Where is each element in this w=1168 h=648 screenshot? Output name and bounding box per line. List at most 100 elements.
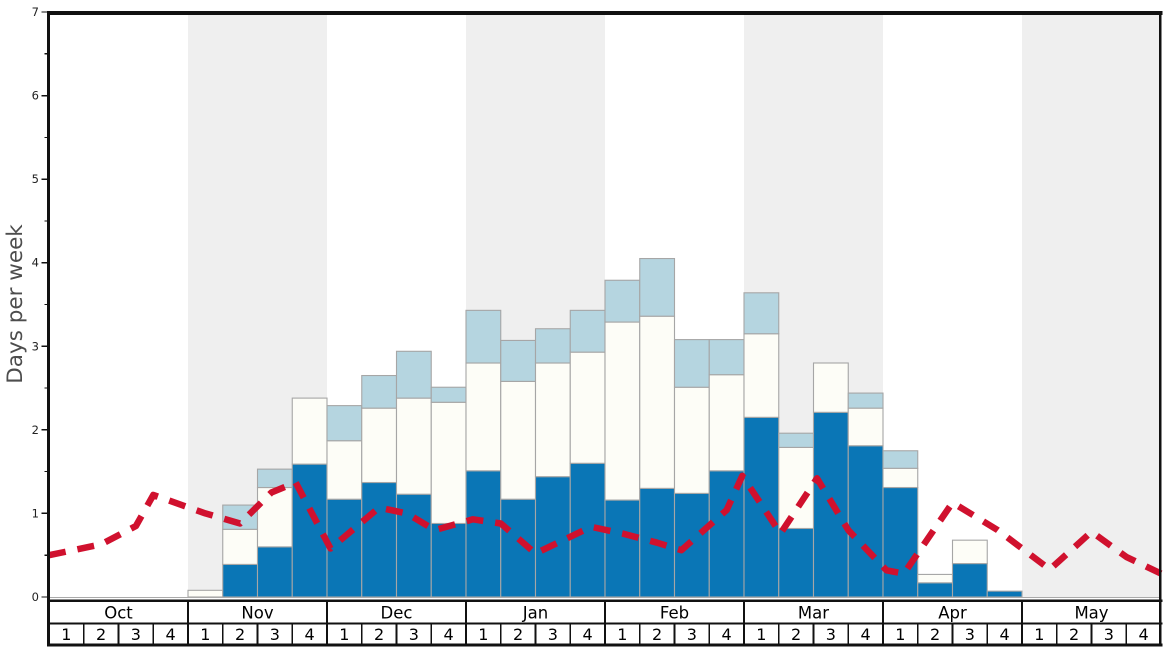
bar-jan-w4-white-segment xyxy=(569,351,606,464)
bar-dec-w4-white-segment xyxy=(430,401,467,525)
bar-jan-w1-white-segment xyxy=(465,362,502,472)
bar-apr-w2-white-segment xyxy=(917,573,954,584)
week-label-dec-4: 4 xyxy=(444,625,454,644)
bar-feb-w3-white-segment xyxy=(673,386,710,494)
bar-jan-w4-lightblue-segment xyxy=(569,309,606,353)
bar-dec-w1-darkblue-segment xyxy=(326,498,363,598)
bar-mar-w3-white-segment xyxy=(812,362,849,413)
bar-jan-w2-lightblue-segment xyxy=(500,339,537,382)
y-tick-label-1: 1 xyxy=(32,506,39,520)
week-label-oct-3: 3 xyxy=(131,625,141,644)
week-label-mar-4: 4 xyxy=(861,625,871,644)
week-label-oct-2: 2 xyxy=(96,625,106,644)
month-label-apr: Apr xyxy=(938,604,967,623)
week-label-may-2: 2 xyxy=(1069,625,1079,644)
bar-nov-w1-white-segment xyxy=(187,589,224,598)
y-tick-label-3: 3 xyxy=(32,339,39,353)
week-label-may-4: 4 xyxy=(1139,625,1149,644)
bar-nov-w3-darkblue-segment xyxy=(256,546,293,598)
month-label-oct: Oct xyxy=(104,604,133,623)
month-background-bands xyxy=(188,14,1161,597)
bar-dec-w1-white-segment xyxy=(326,440,363,500)
bar-nov-w2-darkblue-segment xyxy=(222,563,259,598)
week-label-oct-1: 1 xyxy=(61,625,71,644)
bar-feb-w2-white-segment xyxy=(639,315,676,489)
month-label-may: May xyxy=(1074,604,1108,623)
y-tick-label-2: 2 xyxy=(32,423,39,437)
bar-jan-w3-white-segment xyxy=(534,362,571,478)
week-label-feb-1: 1 xyxy=(617,625,627,644)
bar-dec-w2-white-segment xyxy=(361,407,398,484)
axes-layer: 0 1 2 3 4 5 6 7 xyxy=(32,5,1163,646)
bar-jan-w3-lightblue-segment xyxy=(534,328,571,364)
red-dashed-trend-line xyxy=(48,472,1163,577)
month-label-feb: Feb xyxy=(660,604,689,623)
bar-mar-w4-white-segment xyxy=(847,407,884,447)
bar-dec-w3-lightblue-segment xyxy=(395,350,432,399)
week-label-dec-1: 1 xyxy=(339,625,349,644)
bar-jan-w3-darkblue-segment xyxy=(534,476,571,598)
week-label-apr-4: 4 xyxy=(1000,625,1010,644)
bar-mar-w2-darkblue-segment xyxy=(778,527,815,598)
week-label-apr-3: 3 xyxy=(965,625,975,644)
bar-mar-w4-lightblue-segment xyxy=(847,392,884,409)
bar-mar-w2-lightblue-segment xyxy=(778,432,815,448)
week-label-nov-2: 2 xyxy=(235,625,245,644)
bar-apr-w1-white-segment xyxy=(882,467,919,489)
y-tick-label-6: 6 xyxy=(32,89,39,103)
week-label-dec-2: 2 xyxy=(374,625,384,644)
bar-feb-w4-white-segment xyxy=(708,374,745,472)
month-band-may xyxy=(1022,14,1161,597)
bar-feb-w2-lightblue-segment xyxy=(639,257,676,317)
week-label-mar-2: 2 xyxy=(791,625,801,644)
bar-dec-w2-darkblue-segment xyxy=(361,481,398,598)
week-label-jan-4: 4 xyxy=(583,625,593,644)
month-label-nov: Nov xyxy=(241,604,273,623)
bar-nov-w4-white-segment xyxy=(291,397,328,465)
y-tick-label-5: 5 xyxy=(32,172,39,186)
bar-nov-w3-lightblue-segment xyxy=(256,468,293,489)
week-label-dec-3: 3 xyxy=(409,625,419,644)
week-label-feb-2: 2 xyxy=(652,625,662,644)
bar-dec-w3-white-segment xyxy=(395,397,432,495)
bar-feb-w4-lightblue-segment xyxy=(708,339,745,376)
trend-line-layer xyxy=(48,472,1163,577)
week-label-apr-1: 1 xyxy=(895,625,905,644)
bar-mar-w1-lightblue-segment xyxy=(743,292,780,335)
bar-jan-w1-darkblue-segment xyxy=(465,470,502,598)
week-label-jan-2: 2 xyxy=(513,625,523,644)
bar-feb-w1-white-segment xyxy=(604,321,641,501)
week-label-oct-4: 4 xyxy=(166,625,176,644)
month-label-dec: Dec xyxy=(381,604,413,623)
bar-apr-w3-darkblue-segment xyxy=(951,563,988,598)
y-tick-label-7: 7 xyxy=(32,5,39,19)
y-tick-label-0: 0 xyxy=(32,590,39,604)
bar-feb-w1-lightblue-segment xyxy=(604,279,641,323)
week-label-may-3: 3 xyxy=(1104,625,1114,644)
month-label-mar: Mar xyxy=(798,604,829,623)
bar-nov-w3-white-segment xyxy=(256,486,293,548)
week-label-jan-3: 3 xyxy=(548,625,558,644)
y-tick-label-4: 4 xyxy=(32,256,39,270)
bar-apr-w3-white-segment xyxy=(951,539,988,565)
week-label-nov-1: 1 xyxy=(200,625,210,644)
bar-mar-w1-darkblue-segment xyxy=(743,416,780,598)
y-axis-title: Days per week xyxy=(3,224,28,384)
week-label-feb-4: 4 xyxy=(722,625,732,644)
month-label-jan: Jan xyxy=(522,604,548,623)
bar-nov-w2-white-segment xyxy=(222,528,259,565)
bar-jan-w1-lightblue-segment xyxy=(465,309,502,364)
bar-feb-w3-lightblue-segment xyxy=(673,339,710,388)
bar-feb-w4-darkblue-segment xyxy=(708,470,745,598)
week-label-nov-3: 3 xyxy=(270,625,280,644)
x-axis-label-table: Oct 1 2 3 4 Nov 1 2 3 4 Dec 1 2 3 4 Jan 1 2 3 4 Feb 1 2 3 4 Mar 1 2… xyxy=(47,599,1163,647)
bar-mar-w4-darkblue-segment xyxy=(847,445,884,598)
bar-mar-w1-white-segment xyxy=(743,333,780,418)
bar-apr-w2-darkblue-segment xyxy=(917,582,954,598)
bar-dec-w1-lightblue-segment xyxy=(326,405,363,442)
week-label-mar-1: 1 xyxy=(756,625,766,644)
bar-dec-w4-darkblue-segment xyxy=(430,522,467,598)
week-label-apr-2: 2 xyxy=(930,625,940,644)
